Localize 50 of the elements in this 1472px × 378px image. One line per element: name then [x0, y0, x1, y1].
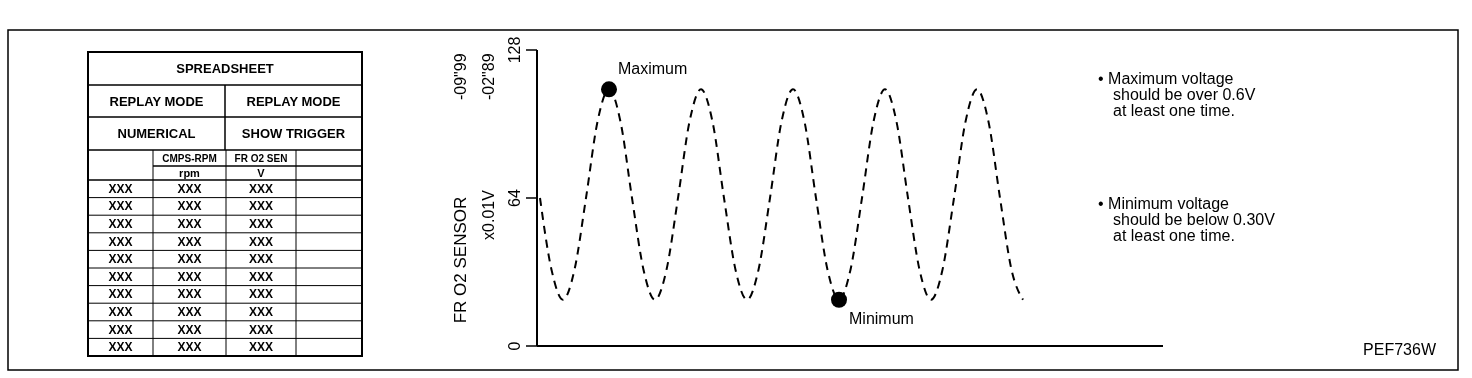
text: XXX [248, 287, 274, 302]
text: XXX [248, 199, 274, 214]
y-axis-title: FR O2 SENSOR x0.01V [450, 189, 497, 324]
text: XXX [248, 269, 274, 284]
text: XXX [108, 305, 133, 319]
text: XXX [177, 252, 202, 267]
text: XXX [177, 287, 202, 302]
text: XXX [248, 340, 274, 355]
text: FR O2 SEN [234, 152, 288, 164]
text: V [257, 167, 266, 179]
text: PEF736W [1363, 341, 1437, 358]
y-tick-label: 64 [505, 189, 523, 207]
text: -02"89 [479, 53, 497, 100]
text: SHOW TRIGGER [241, 126, 346, 141]
annotation: Maximum [618, 60, 688, 78]
text: XXX [177, 322, 202, 337]
text: XXX [248, 234, 274, 249]
text: XXX [108, 234, 133, 249]
y-tick-label: 0 [505, 341, 523, 351]
text: XXX [108, 217, 133, 231]
text: CMPS-RPM [162, 152, 217, 164]
text: NUMERICAL [117, 126, 196, 141]
text: • Maximum voltage should be over 0.6V at least one time. [1098, 70, 1256, 119]
text: REPLAY MODE [109, 93, 204, 109]
text: XXX [177, 199, 202, 214]
text: XXX [177, 269, 202, 284]
text: XXX [108, 287, 133, 302]
text: XXX [108, 269, 133, 284]
text: XXX [108, 340, 133, 355]
text: rpm [179, 167, 201, 179]
text: XXX [248, 305, 274, 319]
text: REPLAY MODE [246, 93, 341, 109]
text: XXX [248, 181, 274, 196]
y-tick-label: 128 [505, 36, 523, 64]
text: XXX [248, 322, 274, 337]
text: XXX [108, 199, 133, 214]
text: • Minimum voltage should be below 0.30V at least one time. [1098, 195, 1276, 244]
text: -09"99 [451, 53, 469, 100]
text: XXX [108, 252, 133, 267]
text: XXX [248, 252, 274, 267]
text: XXX [177, 234, 202, 249]
text: XXX [108, 322, 133, 337]
text: SPREADSHEET [176, 60, 274, 76]
text: XXX [177, 340, 202, 355]
text: XXX [177, 217, 202, 231]
text: XXX [248, 217, 274, 231]
annotation: Minimum [849, 309, 914, 327]
text: XXX [177, 305, 202, 319]
text: XXX [108, 181, 133, 196]
text: XXX [177, 181, 202, 196]
